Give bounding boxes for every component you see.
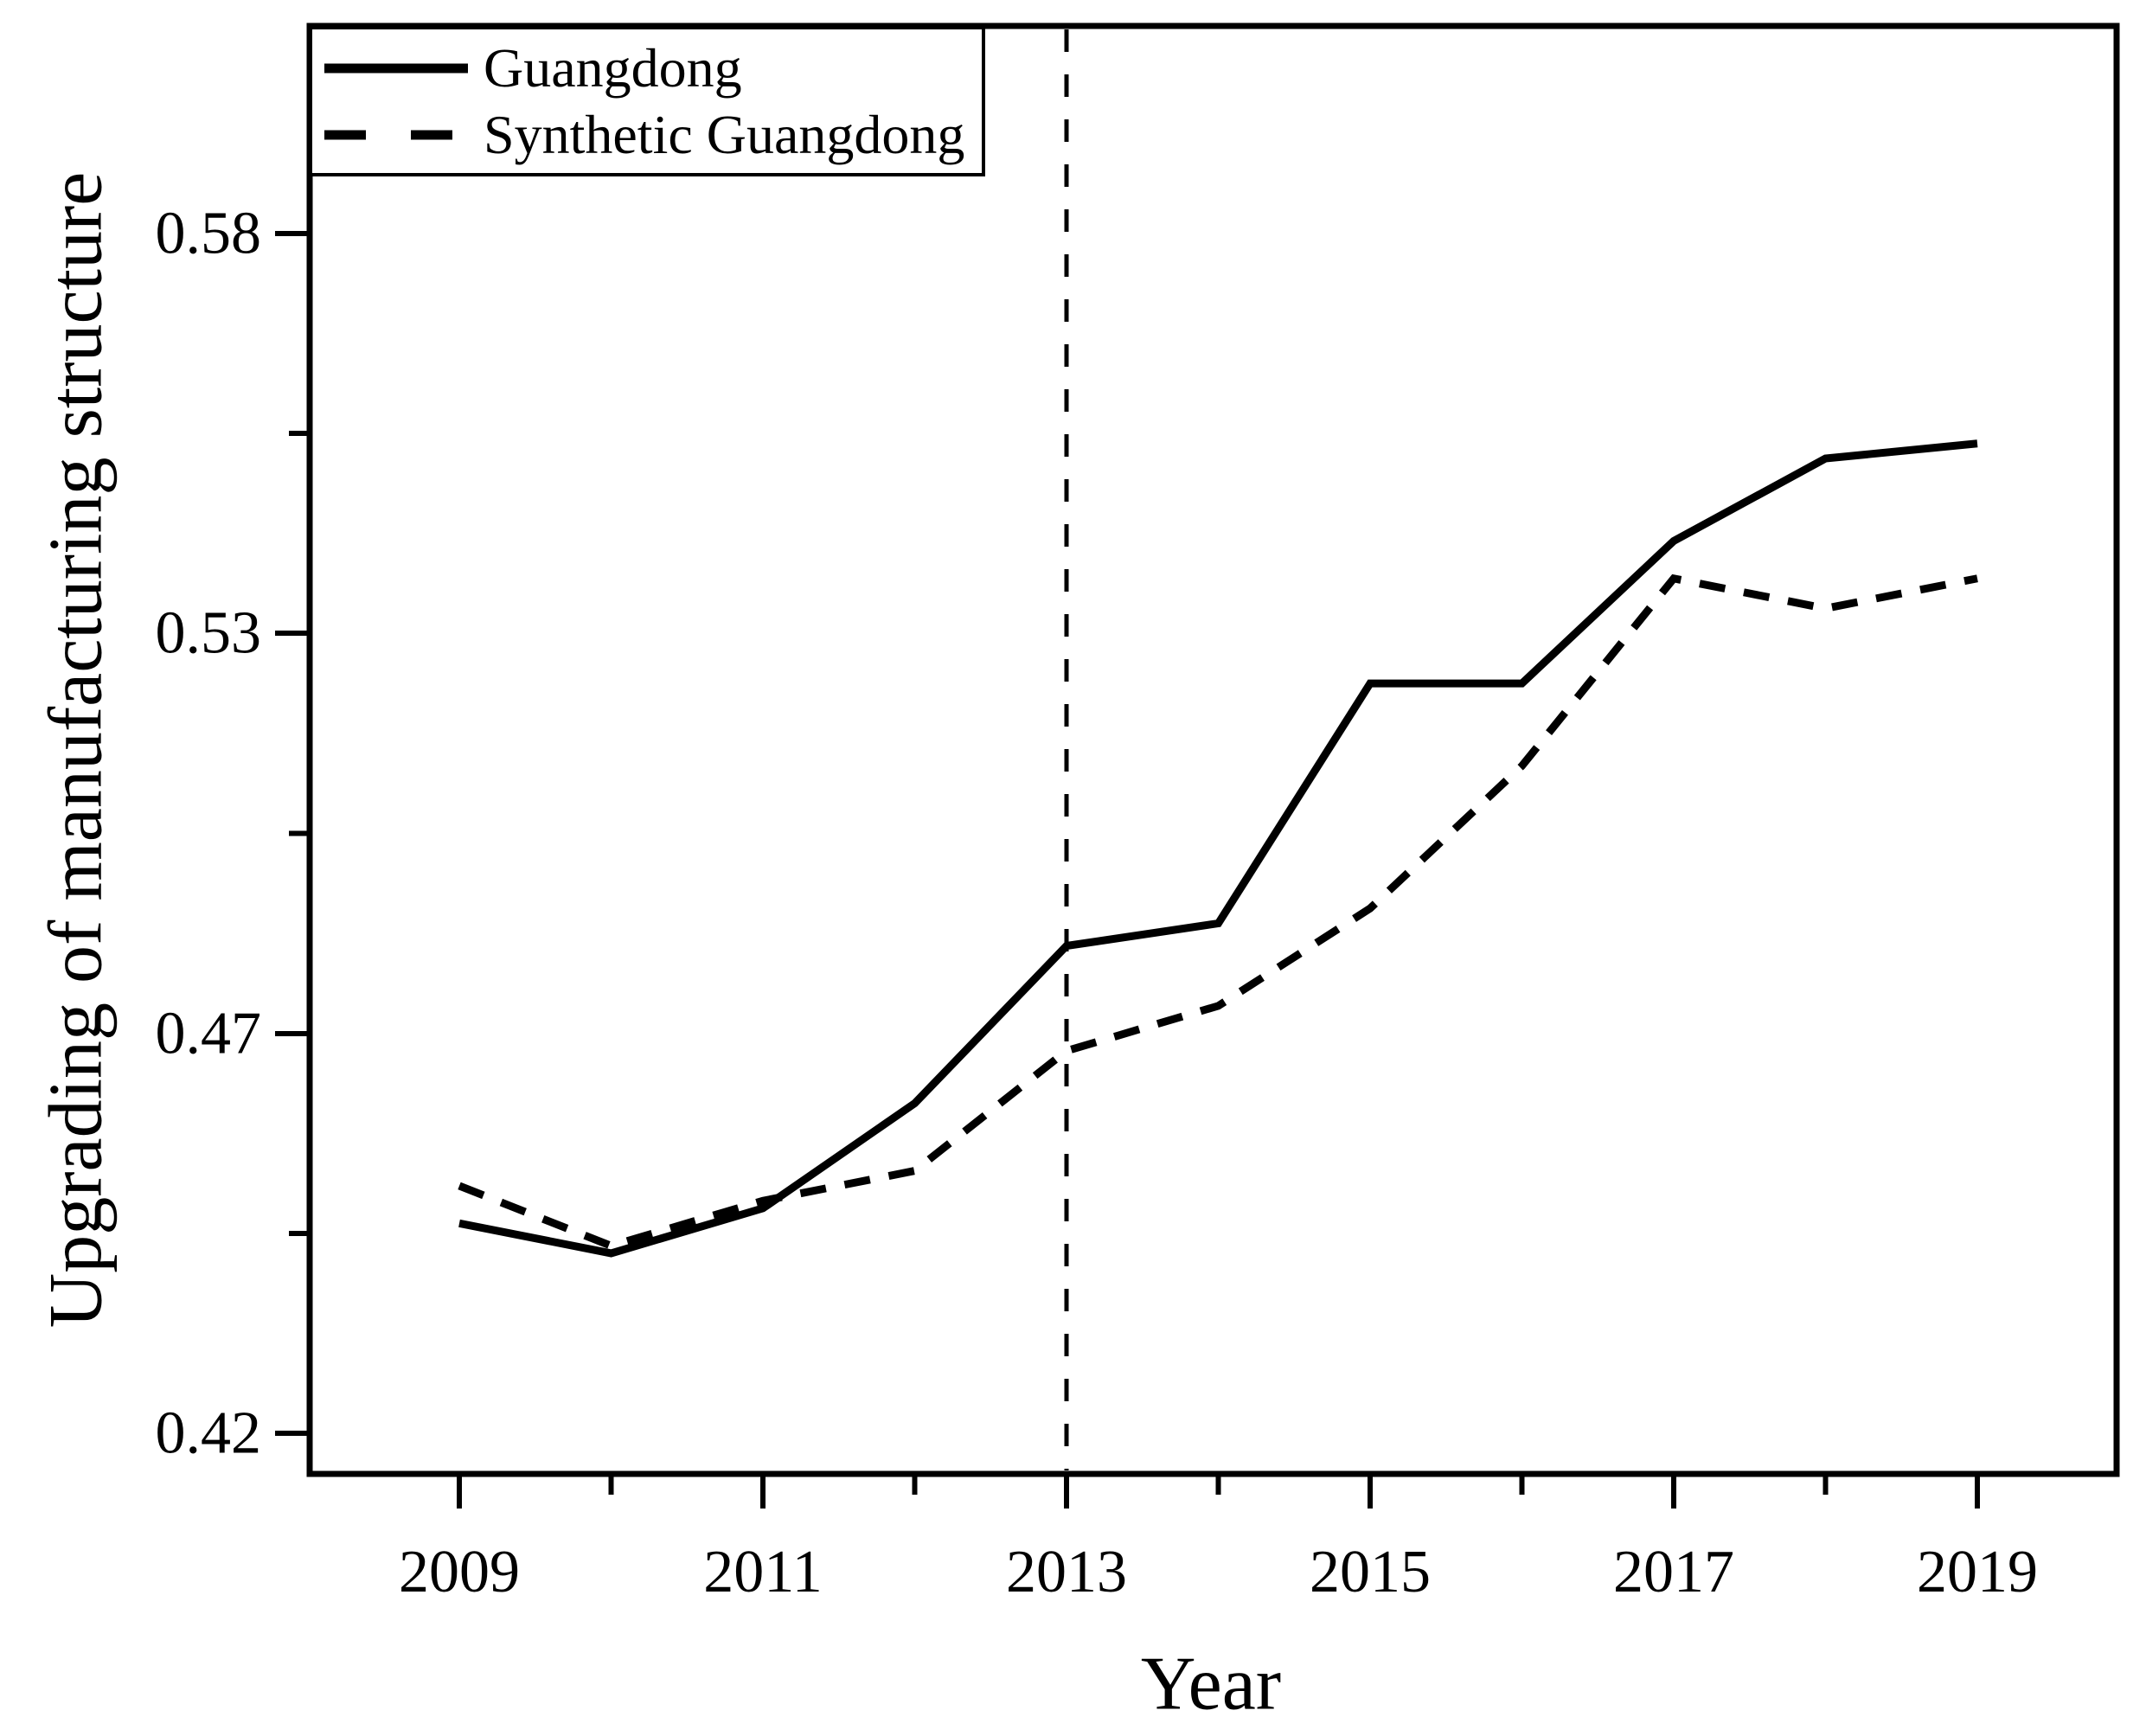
x-tick-label: 2017 bbox=[1613, 1539, 1734, 1605]
y-tick-label: 0.42 bbox=[156, 1400, 262, 1467]
y-tick-label: 0.58 bbox=[156, 201, 262, 267]
legend-label: Guangdong bbox=[484, 36, 742, 99]
y-tick-label: 0.53 bbox=[156, 600, 262, 667]
series-line-synthetic-guangdong bbox=[458, 573, 1978, 1251]
y-axis-title: Upgrading of manufacturing structure bbox=[34, 171, 119, 1329]
solid-line-icon bbox=[324, 63, 468, 73]
dashed-line-icon bbox=[324, 130, 468, 139]
y-tick-label: 0.47 bbox=[156, 1000, 262, 1067]
x-axis-title: Year bbox=[1140, 1642, 1282, 1726]
x-tick-label: 2019 bbox=[1917, 1539, 2038, 1605]
legend-label: Synthetic Guangdong bbox=[484, 103, 965, 165]
legend-item-synthetic-guangdong: Synthetic Guangdong bbox=[323, 103, 973, 165]
plot-frame bbox=[306, 22, 2120, 1477]
x-tick-label: 2013 bbox=[1006, 1539, 1127, 1605]
legend: Guangdong Synthetic Guangdong bbox=[309, 26, 985, 176]
x-tick-label: 2015 bbox=[1310, 1539, 1431, 1605]
x-tick-label: 2009 bbox=[399, 1539, 520, 1605]
series-line-guangdong bbox=[458, 439, 1978, 1258]
legend-item-guangdong: Guangdong bbox=[323, 36, 973, 99]
x-tick-label: 2011 bbox=[703, 1539, 822, 1605]
